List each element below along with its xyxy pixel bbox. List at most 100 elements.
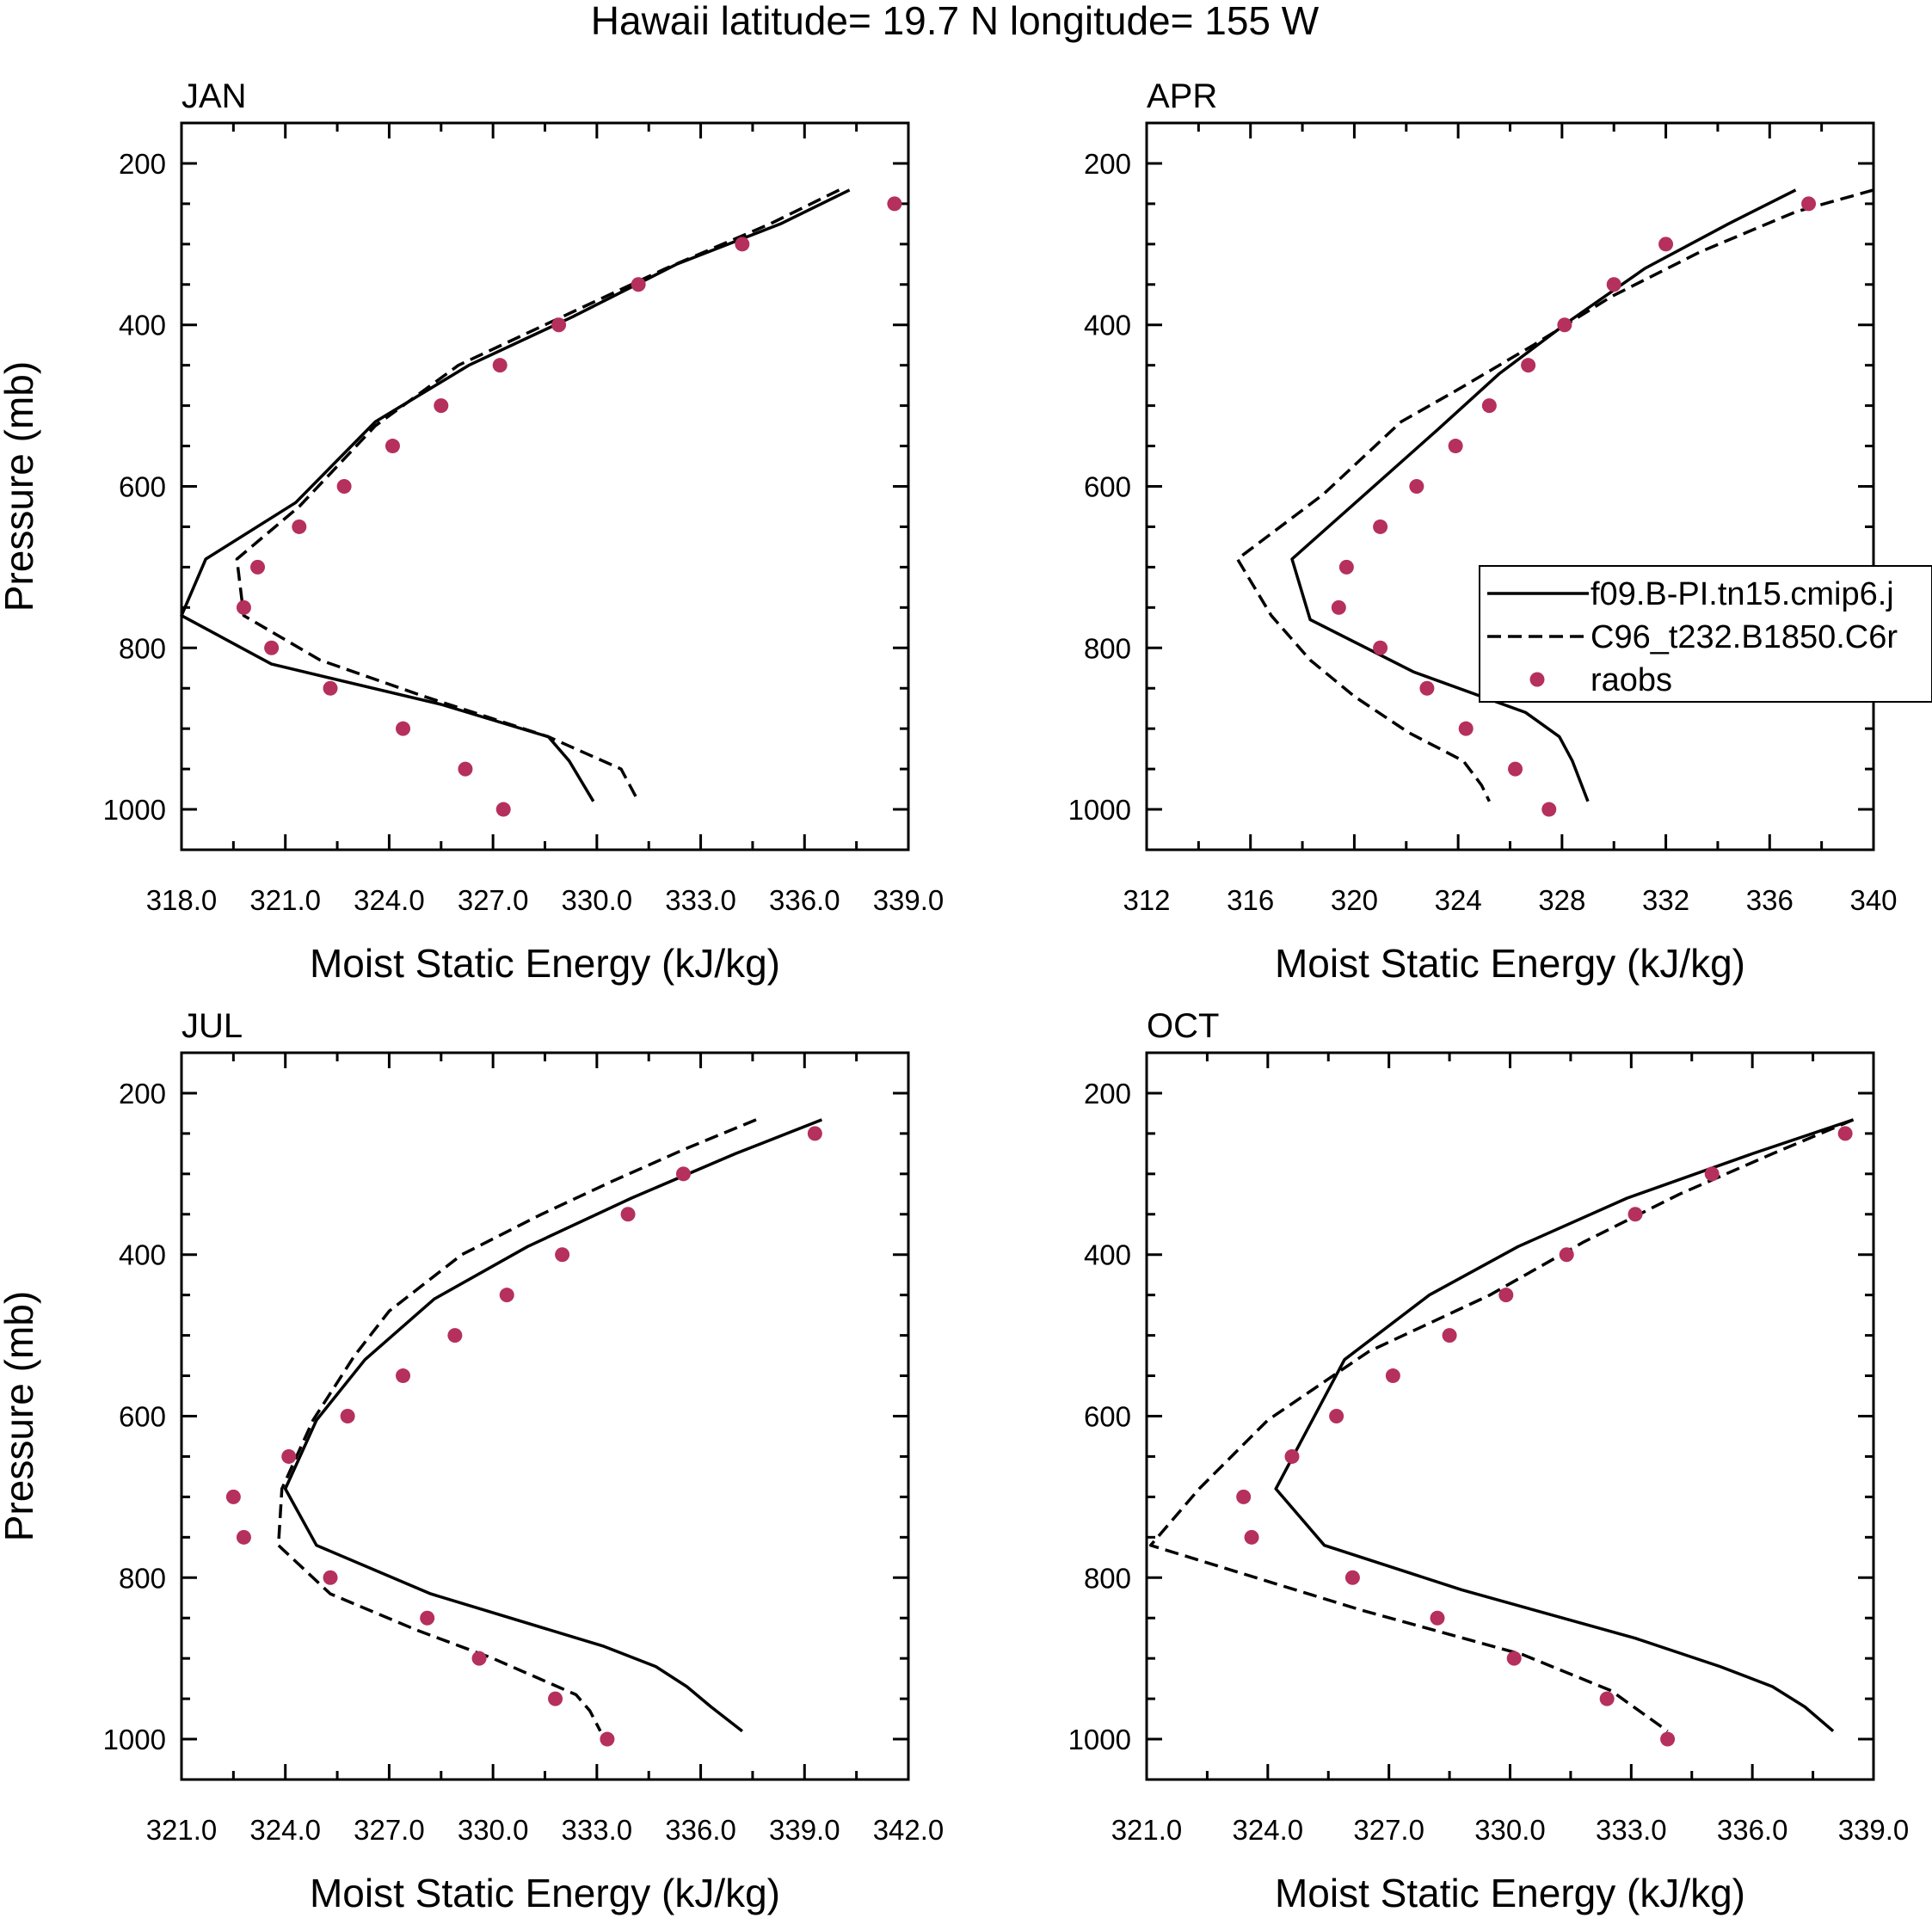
x-axis-label: Moist Static Energy (kJ/kg) [310,941,780,986]
raobs-point [1801,196,1817,212]
raobs-point [555,1247,570,1263]
x-tick-label: 336.0 [1717,1814,1788,1846]
raobs-point [1409,479,1424,494]
x-tick-label: 339.0 [873,884,944,916]
y-tick-label: 1000 [103,1724,166,1755]
x-tick-label: 340 [1849,884,1897,916]
raobs-point [600,1731,615,1747]
raobs-point [807,1126,822,1141]
raobs-point [434,398,449,414]
raobs-point [499,1288,514,1303]
y-tick-label: 600 [119,1401,166,1433]
series-line-f09 [283,1118,823,1733]
raobs-point [1430,1610,1445,1626]
y-tick-label: 1000 [1068,1724,1131,1755]
plot-frame [180,121,910,851]
raobs-point [281,1448,297,1464]
x-tick-label: 336.0 [665,1814,736,1846]
y-tick-label: 800 [119,632,166,664]
raobs-point [1541,802,1557,817]
x-tick-label: 336.0 [769,884,840,916]
panel-title: APR [1147,77,1217,115]
raobs-point [1442,1328,1457,1343]
raobs-point [471,1651,487,1666]
raobs-point [1244,1529,1259,1545]
x-tick-label: 321.0 [249,884,321,916]
raobs-point [264,640,280,655]
y-tick-label: 200 [1084,148,1131,180]
series-line-c96 [235,188,840,802]
y-tick-label: 200 [1084,1078,1131,1110]
x-tick-label: 327.0 [354,1814,425,1846]
x-axis-label: Moist Static Energy (kJ/kg) [1275,941,1745,986]
y-tick-label: 800 [1084,632,1131,664]
x-tick-label: 324 [1435,884,1482,916]
raobs-point [1508,761,1523,777]
x-tick-label: 321.0 [146,1814,218,1846]
y-tick-label: 600 [1084,471,1131,503]
x-tick-label: 324.0 [1233,1814,1304,1846]
raobs-point [1284,1448,1300,1464]
raobs-point [631,277,646,292]
raobs-point [675,1166,691,1182]
x-tick-label: 318.0 [146,884,218,916]
y-tick-label: 600 [1084,1401,1131,1433]
raobs-point [1658,237,1674,252]
plot-frame [1145,1051,1875,1781]
series-line-f09 [1274,1118,1855,1733]
raobs-point [1385,1368,1400,1384]
series-line-c96 [1148,1118,1855,1733]
raobs-point [1606,277,1621,292]
plot-frame [180,1051,910,1781]
x-tick-label: 316 [1227,884,1274,916]
x-tick-label: 333.0 [665,884,736,916]
raobs-point [1498,1288,1514,1303]
x-tick-label: 339.0 [769,1814,840,1846]
y-tick-label: 400 [119,310,166,341]
legend: f09.B-PI.tn15.cmip6.j C96_t232.B1850.C6rr… [1479,565,1932,703]
raobs-point [323,1570,338,1585]
x-tick-label: 330.0 [562,884,633,916]
series-line-f09 [180,188,851,802]
y-tick-label: 600 [119,471,166,503]
y-tick-label: 400 [1084,1239,1131,1271]
raobs-point [1521,358,1536,373]
raobs-point [420,1610,435,1626]
raobs-point [336,479,352,494]
legend-label: C96_t232.B1850.C6r [1591,619,1898,655]
raobs-point [887,196,902,212]
panel-title: OCT [1147,1007,1219,1045]
raobs-point [396,1368,411,1384]
raobs-point [1373,640,1388,655]
raobs-point [396,721,411,736]
x-axis-label: Moist Static Energy (kJ/kg) [310,1871,780,1915]
raobs-point [1448,439,1463,454]
panel-apr: APR 312 316 320 324 328 332 336 340 200 400 600 800 1… [1068,77,1932,986]
y-tick-label: 800 [119,1562,166,1594]
raobs-point [1660,1731,1676,1747]
panel-jan: JAN 318.0 321.0 324.0 327.0 330.0 333.0 336.0 33… [0,77,944,986]
raobs-point [735,237,750,252]
panel-title: JAN [182,77,247,115]
raobs-point [1837,1126,1853,1141]
x-tick-label: 324.0 [354,884,425,916]
raobs-point [551,317,567,333]
y-tick-label: 1000 [103,794,166,826]
x-tick-label: 328 [1538,884,1585,916]
raobs-point [447,1328,463,1343]
raobs-point [495,802,511,817]
raobs-point [1458,721,1474,736]
plot-frame [1145,121,1875,851]
y-tick-label: 200 [119,148,166,180]
y-axis-label: Pressure (mb) [0,361,41,612]
raobs-point [250,559,266,575]
y-axis-label: Pressure (mb) [0,1291,41,1541]
raobs-point [458,761,473,777]
x-tick-label: 336 [1746,884,1794,916]
x-tick-label: 320 [1331,884,1378,916]
raobs-point [1329,1409,1344,1423]
raobs-point [1344,1570,1360,1585]
raobs-point [1419,680,1435,696]
raobs-point [1704,1166,1720,1182]
